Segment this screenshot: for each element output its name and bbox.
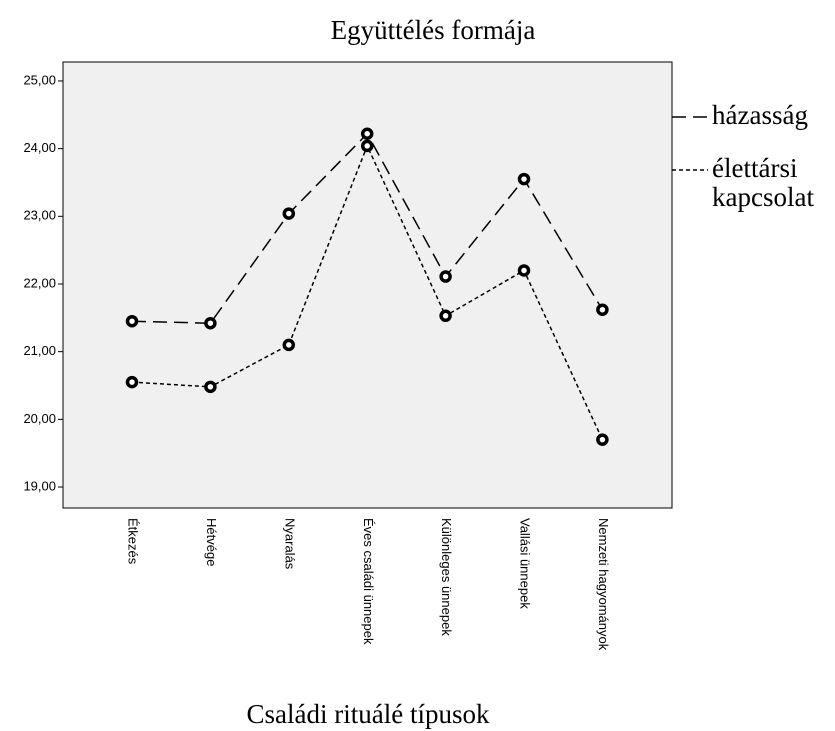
y-tick-label: 20,00 [23,411,56,426]
legend-label: házasság [712,100,808,130]
marker [596,303,609,316]
marker [204,380,217,394]
marker [596,433,609,446]
marker [439,270,452,283]
marker [517,264,531,277]
x-tick-label: Étkezés [126,518,141,565]
y-tick-label: 21,00 [23,343,56,358]
x-tick-label: Különleges ünnepek [439,518,454,636]
y-tick-label: 22,00 [23,275,56,290]
marker [125,375,139,389]
chart-title: Együttélés formája [331,15,536,45]
marker [517,172,531,186]
y-tick-label: 25,00 [23,72,56,87]
x-tick-label: Nyaralás [282,518,297,570]
y-tick-label: 23,00 [23,208,56,223]
marker [439,309,452,323]
marker [360,127,374,140]
x-tick-label: Vallási ünnepek [518,518,533,609]
x-tick-label: Nemzeti hagyományok [596,518,611,651]
y-tick-label: 19,00 [23,478,56,493]
marker [204,316,217,330]
marker [282,207,296,220]
x-axis-label: Családi rituálé típusok [247,699,490,729]
marker [360,139,374,153]
marker [125,314,139,328]
marker [282,338,296,352]
y-tick-label: 24,00 [23,140,56,155]
x-tick-label: Hétvége [204,518,219,566]
x-tick-label: Éves családi ünnepek [361,518,376,645]
legend-label: élettársi kapcsolat [712,153,814,212]
